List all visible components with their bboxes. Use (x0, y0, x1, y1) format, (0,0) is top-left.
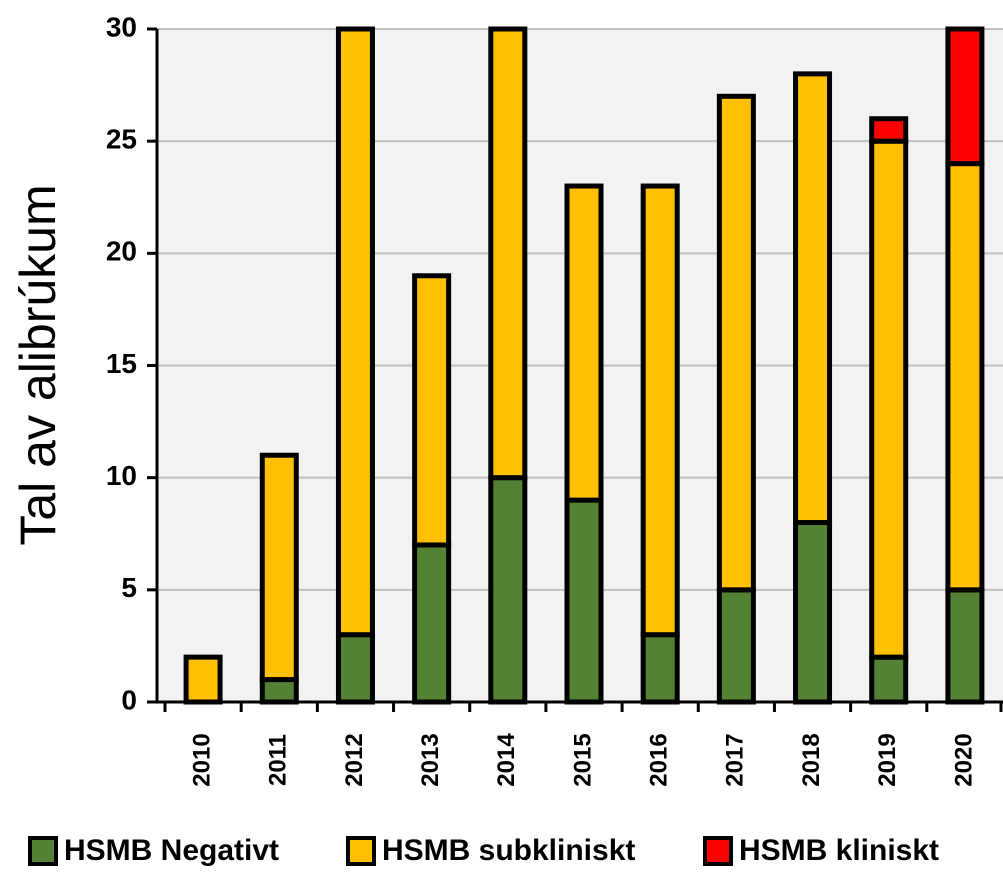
y-tick-label: 15 (106, 348, 137, 379)
bar-segment (945, 26, 985, 167)
x-tick-label: 2014 (493, 733, 520, 787)
y-tick-label: 20 (106, 236, 137, 267)
x-tick-label: 2016 (646, 733, 673, 786)
legend-label: HSMB subkliniskt (382, 834, 635, 867)
legend-swatch (346, 836, 376, 866)
bar-segment (488, 26, 528, 481)
bar-segment (869, 116, 909, 144)
bar-segment (183, 654, 223, 705)
bar-segment (259, 677, 299, 705)
bar-segment (335, 26, 375, 638)
bar-segment (412, 542, 452, 705)
legend-label: HSMB kliniskt (739, 834, 939, 867)
x-tick-label: 2013 (417, 733, 444, 786)
x-tick-label: 2019 (874, 733, 901, 786)
legend-label: HSMB Negativt (64, 834, 279, 867)
bar-segment (793, 520, 833, 705)
bar-segment (716, 587, 756, 705)
x-tick-label: 2020 (950, 733, 977, 786)
x-tick-label: 2010 (188, 733, 215, 786)
bar-segment (945, 161, 985, 593)
bar-segment (640, 632, 680, 705)
bar-segment (869, 654, 909, 705)
bar-segment (716, 93, 756, 593)
x-tick-label: 2012 (341, 733, 368, 786)
y-tick-label: 5 (121, 572, 137, 603)
bar-segment (945, 587, 985, 705)
y-tick-label: 30 (106, 11, 137, 42)
bar-segment (259, 452, 299, 683)
y-axis-label: Tal av alibrúkum (10, 184, 66, 545)
x-tick-label: 2018 (798, 733, 825, 786)
x-tick-label: 2017 (722, 733, 749, 786)
bar-segment (335, 632, 375, 705)
bar-segment (640, 183, 680, 638)
bar-segment (564, 183, 604, 503)
x-tick-label: 2015 (569, 733, 596, 786)
legend-swatch (28, 836, 58, 866)
y-tick-label: 10 (106, 460, 137, 491)
x-tick-label: 2011 (265, 734, 292, 786)
bars (183, 26, 985, 705)
bar-segment (793, 71, 833, 526)
bar-segment (869, 138, 909, 660)
y-tick-label: 25 (106, 124, 137, 155)
bar-segment (488, 475, 528, 705)
bar-segment (412, 273, 452, 548)
bar-segment (564, 497, 604, 705)
y-tick-label: 0 (121, 684, 137, 715)
legend-swatch (703, 836, 733, 866)
